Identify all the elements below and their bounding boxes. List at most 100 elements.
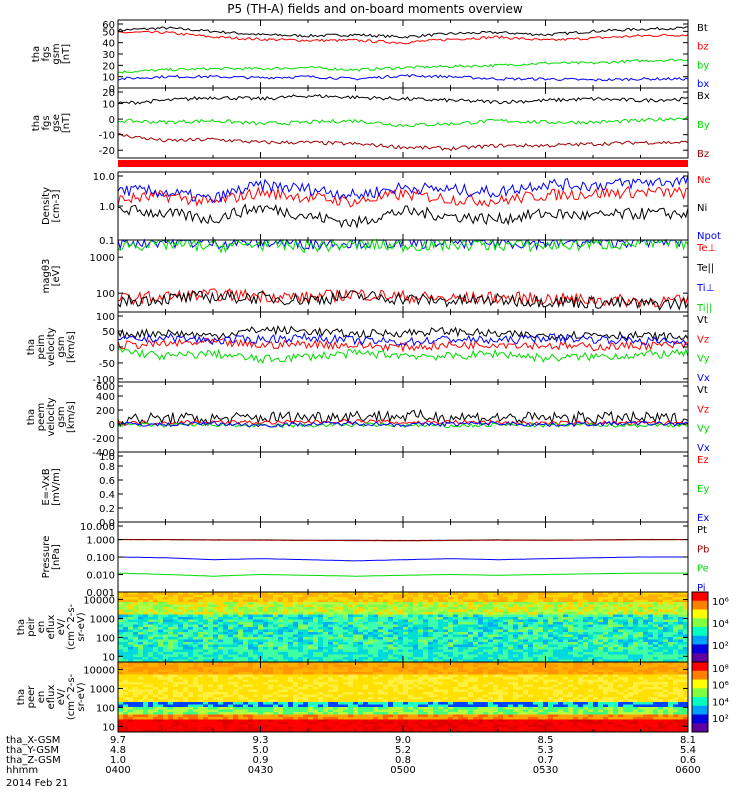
spectrogram-cell: [248, 657, 254, 660]
spectrogram-cell: [513, 642, 519, 645]
y-axis-label: tha: [31, 115, 42, 131]
spectrogram-cell: [353, 652, 359, 655]
spectrogram-cell: [618, 609, 624, 613]
spectrogram-cell: [598, 617, 604, 620]
spectrogram-cell: [338, 602, 344, 605]
spectrogram-cell: [378, 597, 384, 600]
spectrogram-cell: [163, 682, 169, 685]
spectrogram-cell: [508, 622, 514, 625]
spectrogram-cell: [338, 629, 344, 633]
spectrogram-cell: [423, 654, 429, 658]
spectrogram-cell: [243, 632, 249, 635]
spectrogram-cell: [358, 652, 364, 655]
spectrogram-cell: [163, 654, 169, 658]
spectrogram-cell: [228, 709, 234, 713]
spectrogram-cell: [478, 604, 484, 608]
spectrogram-cell: [523, 599, 529, 603]
spectrogram-cell: [198, 609, 204, 613]
spectrogram-cell: [473, 649, 479, 653]
spectrogram-cell: [578, 642, 584, 645]
spectrogram-cell: [288, 642, 294, 645]
spectrogram-cell: [208, 602, 214, 605]
spectrogram-cell: [338, 702, 344, 705]
spectrogram-cell: [213, 629, 219, 633]
spectrogram-cell: [613, 622, 619, 625]
spectrogram-cell: [333, 639, 339, 643]
spectrogram-cell: [248, 597, 254, 600]
spectrogram-cell: [228, 592, 234, 595]
spectrogram-cell: [273, 692, 279, 695]
spectrogram-cell: [528, 612, 534, 615]
spectrogram-cell: [358, 642, 364, 645]
spectrogram-cell: [188, 719, 194, 723]
spectrogram-cell: [143, 662, 149, 665]
spectrogram-cell: [208, 707, 214, 710]
spectrogram-cell: [653, 624, 659, 628]
spectrogram-cell: [563, 652, 569, 655]
spectrogram-cell: [498, 599, 504, 603]
spectrogram-cell: [248, 709, 254, 713]
spectrogram-cell: [143, 634, 149, 638]
spectrogram-cell: [153, 684, 159, 688]
spectrogram-cell: [133, 682, 139, 685]
spectrogram-cell: [218, 722, 224, 725]
spectrogram-cell: [178, 662, 184, 665]
spectrogram-cell: [488, 604, 494, 608]
spectrogram-cell: [193, 707, 199, 710]
spectrogram-cell: [483, 649, 489, 653]
spectrogram-cell: [518, 604, 524, 608]
spectrogram-cell: [168, 667, 174, 670]
spectrogram-cell: [138, 629, 144, 633]
spectrogram-cell: [668, 604, 674, 608]
spectrogram-cell: [568, 652, 574, 655]
spectrogram-cell: [238, 694, 244, 698]
spectrogram-cell: [273, 704, 279, 708]
spectrogram-cell: [258, 687, 264, 690]
spectrogram-cell: [383, 652, 389, 655]
spectrogram-cell: [678, 654, 684, 658]
spectrogram-cell: [343, 637, 349, 640]
spectrogram-cell: [288, 722, 294, 725]
spectrogram-cell: [218, 724, 224, 728]
spectrogram-cell: [528, 632, 534, 635]
spectrogram-cell: [478, 612, 484, 615]
spectrogram-cell: [148, 692, 154, 695]
spectrogram-cell: [148, 604, 154, 608]
spectrogram-cell: [293, 654, 299, 658]
spectrogram-cell: [468, 642, 474, 645]
spectrogram-cell: [323, 689, 329, 693]
spectrogram-cell: [563, 592, 569, 595]
spectrogram-cell: [453, 612, 459, 615]
spectrogram-cell: [238, 659, 244, 663]
spectrogram-cell: [288, 622, 294, 625]
spectrogram-cell: [348, 622, 354, 625]
spectrogram-cell: [253, 639, 259, 643]
spectrogram-cell: [218, 614, 224, 618]
spectrogram-cell: [283, 677, 289, 680]
spectrogram-cell: [128, 592, 134, 595]
spectrogram-cell: [233, 699, 239, 703]
spectrogram-cell: [678, 644, 684, 648]
spectrogram-cell: [178, 699, 184, 703]
spectrogram-cell: [203, 719, 209, 723]
spectrogram-cell: [223, 607, 229, 610]
spectrogram-cell: [173, 657, 179, 660]
density-frame: [117, 171, 689, 241]
spectrogram-cell: [233, 712, 239, 715]
spectrogram-cell: [178, 614, 184, 618]
spectrogram-cell: [173, 637, 179, 640]
spectrogram-cell: [308, 614, 314, 618]
spectrogram-cell: [493, 619, 499, 623]
spectrogram-cell: [208, 622, 214, 625]
spectrogram-cell: [288, 724, 294, 728]
spectrogram-cell: [448, 607, 454, 610]
spectrogram-cell: [628, 639, 634, 643]
spectrogram-cell: [553, 604, 559, 608]
spectrogram-cell: [338, 664, 344, 668]
spectrogram-cell: [568, 634, 574, 638]
spectrogram-cell: [558, 654, 564, 658]
spectrogram-cell: [573, 624, 579, 628]
spectrogram-cell: [423, 592, 429, 595]
spectrogram-cell: [223, 692, 229, 695]
spectrogram-cell: [138, 714, 144, 718]
